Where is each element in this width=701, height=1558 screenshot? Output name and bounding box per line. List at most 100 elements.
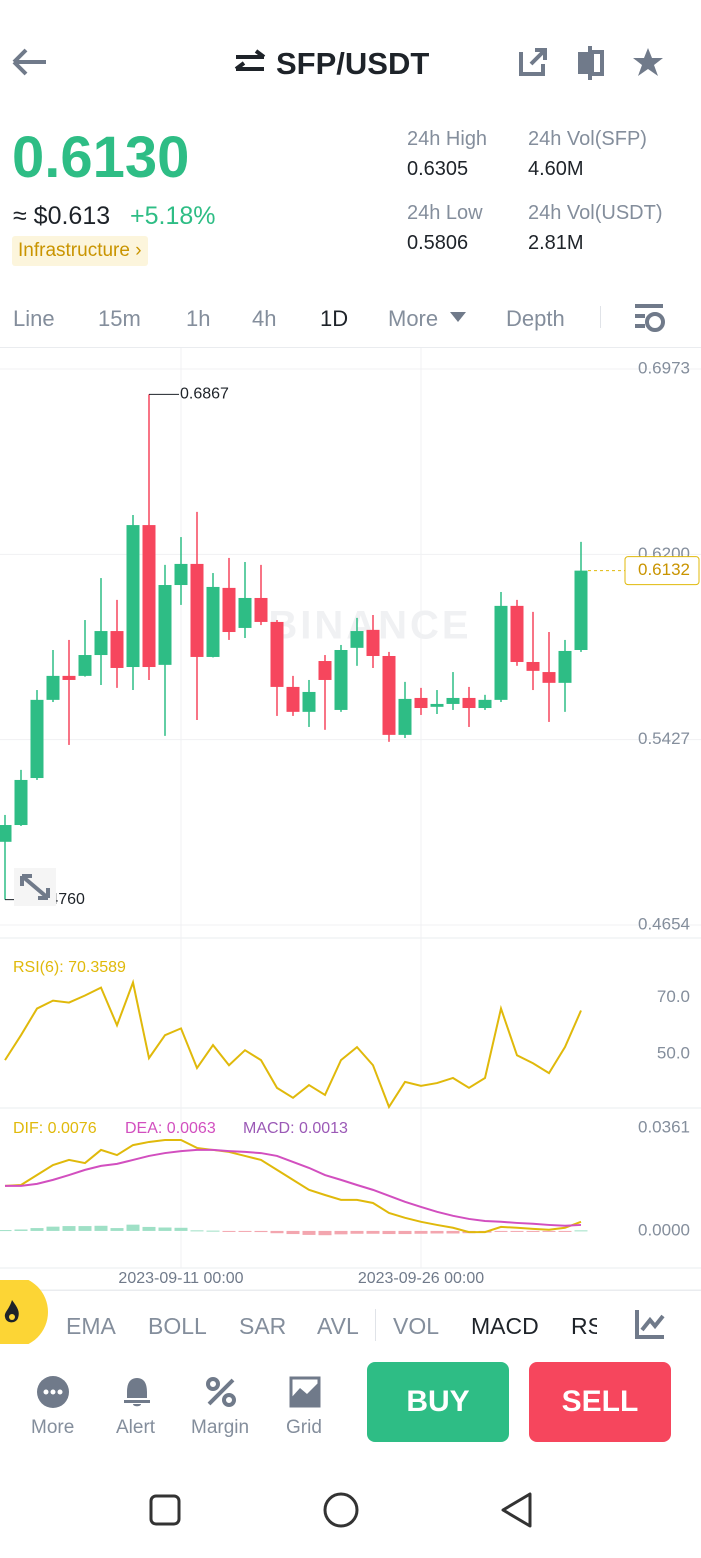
- share-icon[interactable]: [517, 46, 549, 78]
- candle-body: [478, 699, 492, 709]
- last-price-box: [624, 556, 700, 586]
- candle-body: [430, 703, 444, 707]
- action-label[interactable]: More: [31, 1417, 75, 1438]
- chart-settings-icon[interactable]: [633, 302, 667, 334]
- candle-body: [126, 525, 140, 668]
- stat-label: 24h Low: [407, 202, 483, 224]
- interval-tab[interactable]: 1h: [186, 306, 211, 331]
- macd-bar: [350, 1230, 364, 1234]
- divider: [0, 1290, 701, 1291]
- expand-icon[interactable]: [14, 868, 56, 906]
- candle-body: [446, 697, 460, 704]
- candle-body: [14, 779, 28, 826]
- divider: [0, 347, 701, 348]
- candle-body: [494, 605, 508, 700]
- candle-body: [350, 631, 364, 648]
- macd-bar: [94, 1225, 108, 1231]
- hot-button[interactable]: [0, 1280, 50, 1344]
- macd-bar: [430, 1230, 444, 1234]
- price-change: +5.18%: [130, 202, 216, 230]
- category-tag[interactable]: Infrastructure ›: [12, 236, 148, 266]
- indicator-tab[interactable]: AVL: [317, 1313, 359, 1339]
- swap-icon[interactable]: [234, 49, 268, 77]
- macd-bar: [382, 1230, 396, 1235]
- macd-bar: [318, 1230, 332, 1236]
- indicator-tab[interactable]: BOLL: [148, 1313, 207, 1339]
- macd-bar: [142, 1226, 156, 1231]
- macd-bar: [526, 1230, 540, 1232]
- candle-body: [270, 621, 284, 687]
- macd-bar: [78, 1226, 92, 1231]
- stat-value: 0.6305: [407, 158, 469, 180]
- candle-body: [110, 631, 124, 668]
- x-tick-label: 2023-09-11 00:00: [118, 1270, 243, 1287]
- home-square[interactable]: [149, 1494, 181, 1526]
- macd-bar: [0, 1230, 12, 1232]
- home-circle[interactable]: [323, 1492, 359, 1528]
- candle-body: [382, 655, 396, 735]
- margin-icon[interactable]: [205, 1376, 237, 1408]
- macd-bar: [302, 1230, 316, 1235]
- candle-body: [30, 699, 44, 779]
- candle-body: [302, 691, 316, 712]
- macd-bar: [414, 1230, 428, 1234]
- rsi-line: [4, 978, 582, 1110]
- separator: [600, 306, 601, 328]
- candle-body: [174, 563, 188, 586]
- y-tick-label: 50.0: [657, 1044, 690, 1063]
- legend-label: MACD: 0.0013: [243, 1120, 348, 1137]
- macd-bar: [30, 1228, 44, 1231]
- interval-tab[interactable]: More: [388, 306, 439, 331]
- action-label[interactable]: Grid: [286, 1417, 322, 1438]
- panel-title: RSI(6): 70.3589: [13, 959, 126, 976]
- macd-bar: [286, 1230, 300, 1235]
- annotation-label: 0.6867: [180, 386, 229, 403]
- pair-title[interactable]: SFP/USDT: [276, 46, 430, 81]
- candle-body: [462, 697, 476, 709]
- macd-bar: [334, 1230, 348, 1235]
- candle-body: [398, 698, 412, 735]
- more-icon[interactable]: [37, 1376, 69, 1408]
- back-triangle[interactable]: [501, 1492, 532, 1528]
- alert-icon[interactable]: [122, 1376, 152, 1408]
- candle-body: [334, 649, 348, 710]
- last-price-label: 0.6132: [638, 560, 690, 579]
- macd-bar: [558, 1230, 572, 1232]
- macd-bar: [494, 1230, 508, 1232]
- action-label[interactable]: Alert: [116, 1417, 156, 1438]
- candle-body: [542, 672, 556, 683]
- favorite-icon[interactable]: [632, 46, 664, 78]
- action-label[interactable]: Margin: [191, 1417, 250, 1438]
- legend-label: DEA: 0.0063: [125, 1120, 216, 1137]
- interval-tab-active[interactable]: 1D: [320, 306, 349, 331]
- indicator-tab-active[interactable]: RSI: [571, 1313, 597, 1339]
- macd-bar: [446, 1230, 460, 1234]
- indicator-tab[interactable]: EMA: [66, 1313, 116, 1339]
- interval-tab[interactable]: 4h: [252, 306, 277, 331]
- stat-label: 24h Vol(USDT): [528, 202, 663, 224]
- buy-button[interactable]: BUY: [367, 1362, 509, 1442]
- compare-icon[interactable]: [576, 46, 606, 80]
- interval-tab[interactable]: Line: [13, 306, 55, 331]
- macd-bar: [366, 1230, 380, 1234]
- indicator-tab[interactable]: VOL: [393, 1313, 440, 1339]
- macd-bar: [14, 1229, 28, 1231]
- candle-body: [0, 825, 12, 842]
- interval-tab[interactable]: 15m: [98, 306, 141, 331]
- back-button[interactable]: [10, 46, 50, 78]
- macd-bar: [110, 1228, 124, 1231]
- grid-icon[interactable]: [289, 1376, 321, 1408]
- nav-bar: [149, 1492, 532, 1528]
- y-tick-label: 70.0: [657, 987, 690, 1006]
- indicator-tab[interactable]: SAR: [239, 1313, 287, 1339]
- macd-bar: [190, 1230, 204, 1232]
- y-tick-label: 0.0000: [638, 1220, 690, 1239]
- stat-label: 24h Vol(SFP): [528, 128, 647, 150]
- indicator-tab-active[interactable]: MACD: [471, 1313, 539, 1339]
- interval-tab[interactable]: Depth: [506, 306, 565, 331]
- indicator-settings-icon[interactable]: [634, 1308, 666, 1340]
- candle-body: [190, 563, 204, 657]
- y-tick-label: 0.4654: [638, 914, 690, 933]
- sell-button[interactable]: SELL: [529, 1362, 671, 1442]
